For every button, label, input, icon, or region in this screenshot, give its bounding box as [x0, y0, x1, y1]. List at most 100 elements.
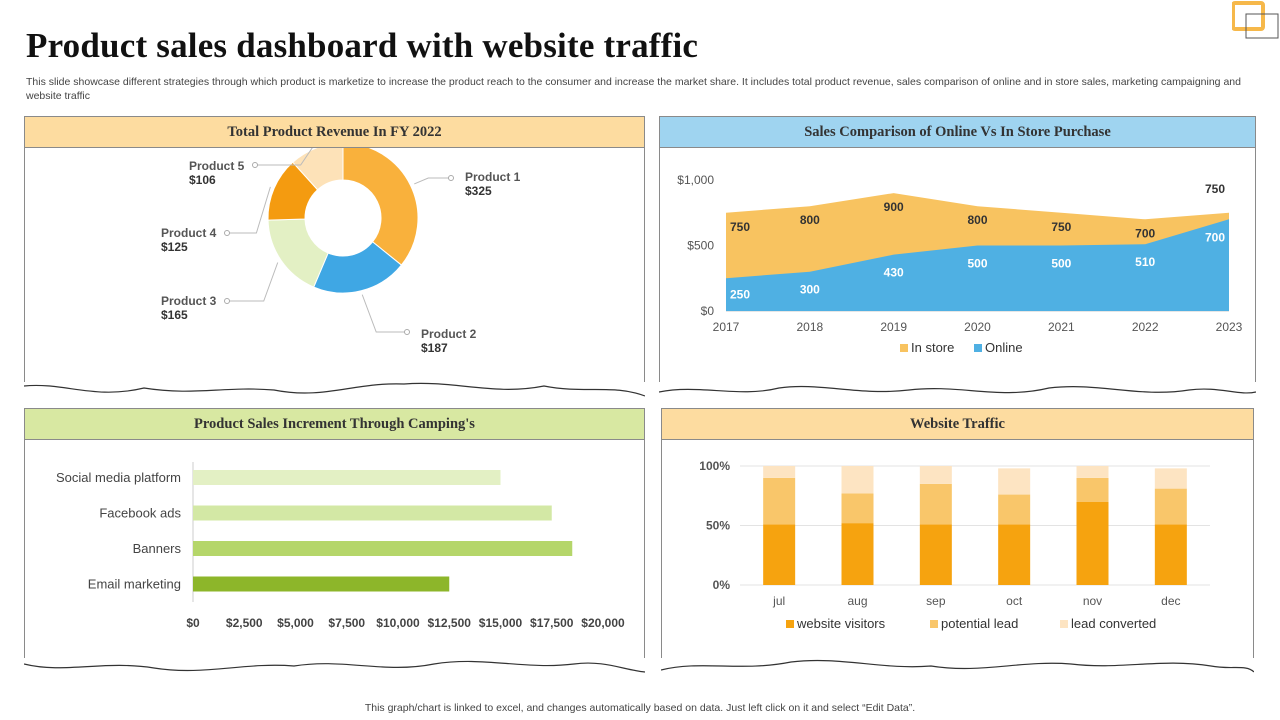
x-tick-label: sep — [926, 594, 946, 608]
legend-label: potential lead — [941, 616, 1018, 631]
comparison-panel-body: $0 $500 $1,000 750 800 900 800 750 700 750 250 300 4… — [659, 148, 1256, 382]
data-label: 430 — [884, 266, 904, 280]
x-tick-label: oct — [1006, 594, 1023, 608]
stack-segment-website-visitors — [1076, 501, 1109, 585]
data-label: 300 — [800, 283, 820, 297]
category-label: Social media platform — [56, 470, 181, 485]
x-tick-label: $7,500 — [328, 616, 365, 630]
y-tick-label: 100% — [699, 459, 730, 473]
x-tick-label: $12,500 — [428, 616, 472, 630]
leader-line — [414, 177, 451, 185]
slice-label: Product 2 — [421, 327, 477, 341]
torn-edge — [24, 382, 645, 397]
stack-segment-website-visitors — [998, 524, 1031, 585]
leader-dot — [404, 329, 410, 335]
leader-dot — [252, 162, 258, 168]
stack-segment-lead-converted — [763, 466, 796, 478]
bar-3 — [193, 541, 573, 556]
stack-segment-lead-converted — [919, 466, 952, 484]
stack-segment-lead-converted — [841, 466, 874, 494]
increment-panel: Product Sales Increment Through Camping'… — [24, 408, 645, 673]
traffic-panel-header: Website Traffic — [661, 408, 1254, 440]
corner-logo-icon — [1232, 1, 1279, 39]
x-tick-label: aug — [847, 594, 867, 608]
x-tick-label: $5,000 — [277, 616, 314, 630]
legend-swatch — [900, 344, 908, 352]
x-tick-label: $17,500 — [530, 616, 574, 630]
slice-label: Product 3 — [161, 294, 217, 308]
stack-segment-potential-lead — [1154, 488, 1187, 525]
legend-label: website visitors — [796, 616, 886, 631]
traffic-stacked-chart[interactable]: 0% 50% 100% jul aug sep oct nov dec website visit… — [662, 440, 1253, 658]
data-label: 900 — [884, 200, 904, 214]
x-tick-label: 2022 — [1132, 320, 1159, 334]
leader-dot — [224, 298, 230, 304]
x-tick-label: $10,000 — [376, 616, 420, 630]
legend-label: In store — [911, 340, 954, 355]
revenue-panel: Total Product Revenue In FY 2022 Product… — [24, 116, 645, 397]
donut-slice-1 — [342, 148, 419, 266]
traffic-panel-body: 0% 50% 100% jul aug sep oct nov dec website visit… — [661, 440, 1254, 658]
stack-segment-potential-lead — [763, 477, 796, 525]
category-label: Email marketing — [88, 577, 181, 592]
leader-dot — [224, 230, 230, 236]
leader-line — [227, 262, 279, 302]
x-tick-label: $15,000 — [479, 616, 523, 630]
slice-label: Product 4 — [161, 226, 217, 240]
revenue-donut-chart[interactable]: Product 1$325 Product 2$187 Product 3$165 P… — [25, 148, 644, 382]
stack-segment-potential-lead — [841, 493, 874, 524]
torn-edge — [659, 385, 1256, 394]
page-title: Product sales dashboard with website tra… — [26, 26, 699, 65]
slice-value-label: $125 — [161, 240, 188, 254]
slice-value-label: $106 — [189, 173, 216, 187]
leader-line — [227, 186, 271, 234]
data-label: 700 — [1205, 230, 1225, 244]
y-tick-label: $0 — [701, 304, 715, 318]
slice-label: Product 1 — [465, 170, 521, 184]
bar-2 — [193, 505, 552, 521]
data-label: 750 — [1051, 220, 1071, 234]
slice-value-label: $165 — [161, 308, 188, 322]
x-tick-label: dec — [1161, 594, 1180, 608]
page-subtitle: This slide showcase different strategies… — [26, 76, 1241, 102]
bar-1 — [193, 470, 501, 485]
stack-segment-website-visitors — [919, 524, 952, 585]
y-tick-label: $1,000 — [677, 173, 714, 187]
stack-segment-potential-lead — [1076, 477, 1109, 502]
data-label: 800 — [967, 213, 987, 227]
stack-segment-potential-lead — [919, 483, 952, 525]
legend-swatch — [930, 620, 938, 628]
legend-swatch — [786, 620, 794, 628]
increment-panel-body: Social media platform Facebook ads Banners… — [24, 440, 645, 658]
x-tick-label: $20,000 — [581, 616, 625, 630]
data-label: 500 — [967, 257, 987, 271]
x-tick-label: 2021 — [1048, 320, 1075, 334]
x-tick-label: 2019 — [880, 320, 907, 334]
revenue-panel-body: Product 1 $325 Product 2 $187 Product 3 $165 P… — [24, 148, 645, 382]
increment-panel-header: Product Sales Increment Through Camping'… — [24, 408, 645, 440]
increment-bar-chart[interactable]: Social media platform Facebook ads Banners… — [25, 440, 644, 658]
torn-edge — [24, 660, 645, 673]
legend-swatch — [1060, 620, 1068, 628]
data-label: 250 — [730, 287, 750, 301]
x-tick-label: 2018 — [796, 320, 823, 334]
revenue-panel-header: Total Product Revenue In FY 2022 — [24, 116, 645, 148]
area-series-online — [726, 219, 1229, 311]
stack-segment-lead-converted — [1076, 466, 1109, 478]
stack-segment-lead-converted — [1154, 468, 1187, 489]
stack-segment-lead-converted — [998, 468, 1031, 495]
traffic-panel: Website Traffic 0% 50% 100% jul aug sep oct nov… — [661, 408, 1254, 673]
legend-swatch — [974, 344, 982, 352]
comparison-area-chart[interactable]: $0 $500 $1,000 750 800 900 800 750 700 750 250 300 4… — [660, 148, 1255, 382]
footer-note: This graph/chart is linked to excel, and… — [364, 702, 916, 714]
data-label: 700 — [1135, 226, 1155, 240]
leader-dot — [448, 175, 454, 181]
slice-value-label: $187 — [421, 341, 448, 355]
stack-segment-potential-lead — [998, 494, 1031, 525]
data-label: 750 — [730, 220, 750, 234]
category-label: Banners — [133, 541, 182, 556]
comparison-panel-header: Sales Comparison of Online Vs In Store P… — [659, 116, 1256, 148]
leader-line — [255, 148, 313, 166]
y-tick-label: 0% — [713, 578, 731, 592]
x-tick-label: jul — [772, 594, 785, 608]
